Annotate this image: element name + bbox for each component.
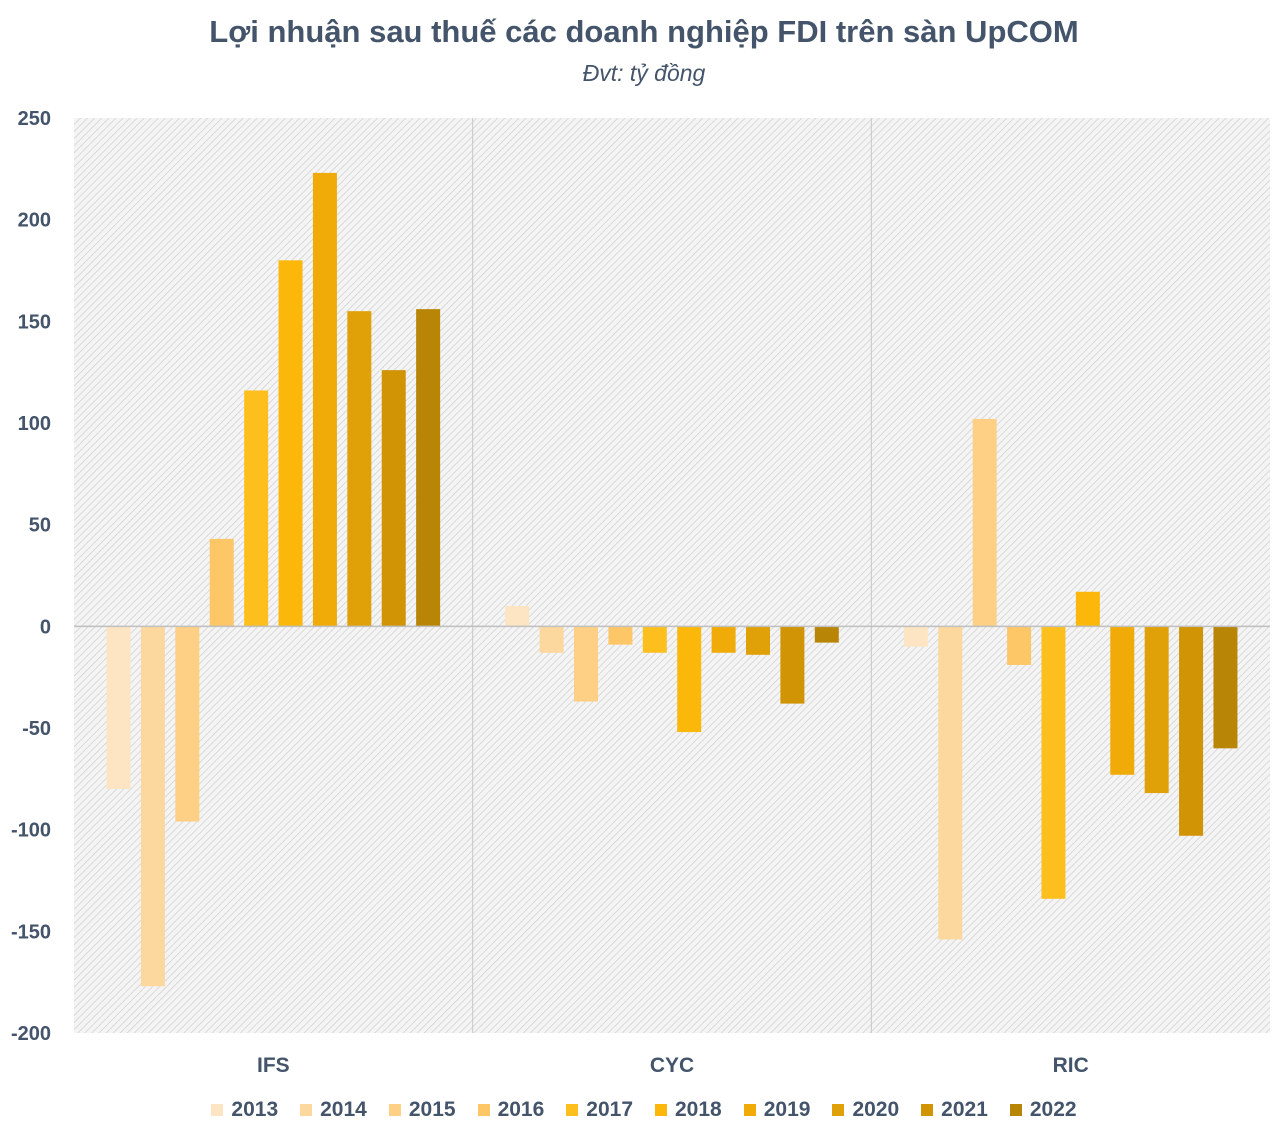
legend-label: 2015 [408,1098,456,1121]
legend-swatch [1009,1104,1022,1116]
bar-ric-2013 [903,626,928,647]
legend-label: 2018 [675,1098,722,1121]
bar-cyc-2018 [677,626,702,733]
legend-item-2013: 2013 [211,1098,278,1122]
legend-label: 2020 [852,1098,900,1121]
bar-cyc-2015 [574,626,598,702]
bar-cyc-2014 [539,626,564,653]
legend: 2013 2014 2015 2016 2017 2018 2019 2020 2021 2022 [0,1098,1288,1122]
y-tick-label: 150 [18,311,51,333]
x-category-label: RIC [1053,1054,1089,1077]
legend-item-2017: 2017 [566,1098,633,1122]
legend-swatch [921,1104,934,1116]
bar-ifs-2016 [209,538,234,627]
legend-swatch [566,1104,579,1116]
legend-label: 2022 [1029,1098,1077,1121]
bar-ric-2018 [1075,591,1100,627]
y-tick-label: -150 [11,921,51,943]
bar-ric-2022 [1213,626,1238,749]
y-tick-label: -200 [11,1023,51,1045]
legend-item-2015: 2015 [388,1098,456,1122]
y-tick-label: 0 [40,616,51,638]
legend-swatch [655,1104,667,1116]
x-category-label: IFS [257,1054,290,1077]
y-tick-label: 50 [29,515,51,537]
y-tick-label: 250 [18,108,51,130]
legend-swatch [477,1104,490,1116]
legend-swatch [300,1104,313,1116]
bar-ric-2017 [1041,626,1066,899]
x-category-label: CYC [650,1054,694,1077]
bar-ifs-2020 [347,311,372,627]
legend-swatch [832,1104,845,1116]
y-tick-label: 100 [18,413,51,435]
bar-cyc-2019 [711,626,736,653]
bar-cyc-2022 [814,626,839,643]
bar-ifs-2022 [416,309,441,627]
legend-swatch [743,1104,756,1116]
chart-title: Lợi nhuận sau thuế các doanh nghiệp FDI … [209,14,1079,49]
bar-cyc-2017 [642,626,667,653]
bar-cyc-2016 [608,626,633,645]
legend-swatch [211,1104,224,1116]
chart-subtitle: Đvt: tỷ đồng [582,60,706,86]
bar-ifs-2014 [140,626,165,987]
plot-area [74,118,1270,1033]
legend-item-2021: 2021 [921,1098,988,1122]
legend-label: 2016 [497,1098,545,1121]
legend-item-2014: 2014 [300,1098,367,1122]
bar-ifs-2013 [106,626,131,789]
bar-ric-2016 [1007,626,1032,665]
legend-item-2020: 2020 [832,1098,899,1122]
legend-label: 2017 [586,1098,633,1121]
bar-cyc-2021 [780,626,805,704]
y-tick-label: -100 [11,820,51,842]
bar-ifs-2015 [175,626,200,822]
y-tick-label: 200 [18,210,51,232]
bar-ifs-2021 [381,370,406,627]
legend-label: 2019 [763,1098,811,1121]
bar-ric-2021 [1179,626,1204,836]
legend-item-2018: 2018 [655,1098,722,1122]
bar-cyc-2020 [746,626,770,655]
bar-ifs-2018 [278,260,303,627]
bar-ifs-2019 [312,172,337,627]
bar-chart: 250 200 150 100 50 0 -50 -100 -150 -200 IFS CYC RIC [11,108,1270,1077]
bar-ric-2015 [972,418,997,627]
bar-ifs-2017 [244,390,269,627]
legend-label: 2014 [320,1098,367,1121]
legend-swatch [388,1104,401,1116]
bar-ric-2020 [1144,626,1169,794]
y-tick-label: -50 [22,718,51,740]
legend-label: 2013 [231,1098,279,1121]
bar-ric-2014 [938,626,963,940]
bar-ric-2019 [1110,626,1135,775]
bar-cyc-2013 [505,606,530,627]
legend-item-2016: 2016 [477,1098,545,1122]
legend-item-2022: 2022 [1009,1098,1077,1122]
legend-label: 2021 [941,1098,988,1121]
legend-item-2019: 2019 [743,1098,811,1122]
